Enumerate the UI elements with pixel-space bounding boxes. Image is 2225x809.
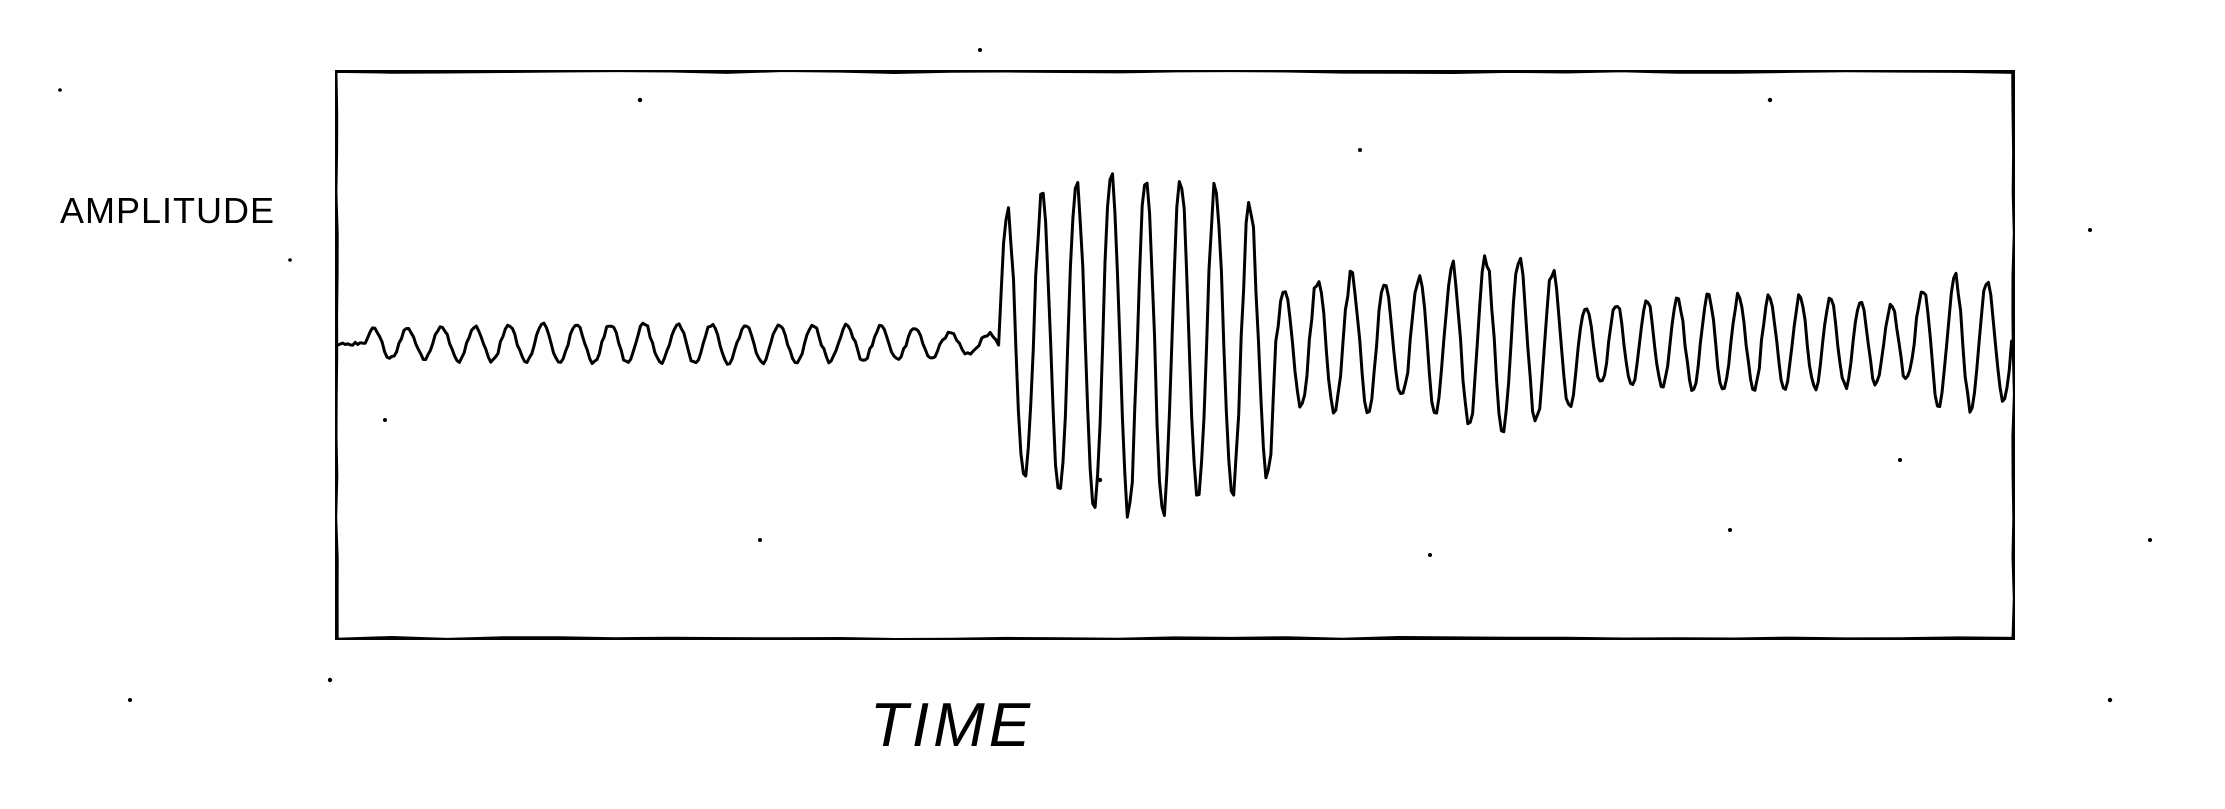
y-axis-label: AMPLITUDE xyxy=(60,190,275,232)
waveform-svg xyxy=(335,70,2015,640)
figure-container: AMPLITUDE TIME xyxy=(0,0,2225,809)
plot-area xyxy=(335,70,2015,640)
scan-speck xyxy=(328,678,332,682)
scan-speck xyxy=(288,258,292,262)
scan-speck xyxy=(978,48,982,52)
x-axis-label: TIME xyxy=(870,690,1034,761)
scan-speck xyxy=(2088,228,2092,232)
scan-speck xyxy=(2148,538,2152,542)
scan-speck xyxy=(128,698,132,702)
waveform-trace xyxy=(335,174,2012,517)
scan-speck xyxy=(2108,698,2112,702)
scan-speck xyxy=(58,88,62,92)
